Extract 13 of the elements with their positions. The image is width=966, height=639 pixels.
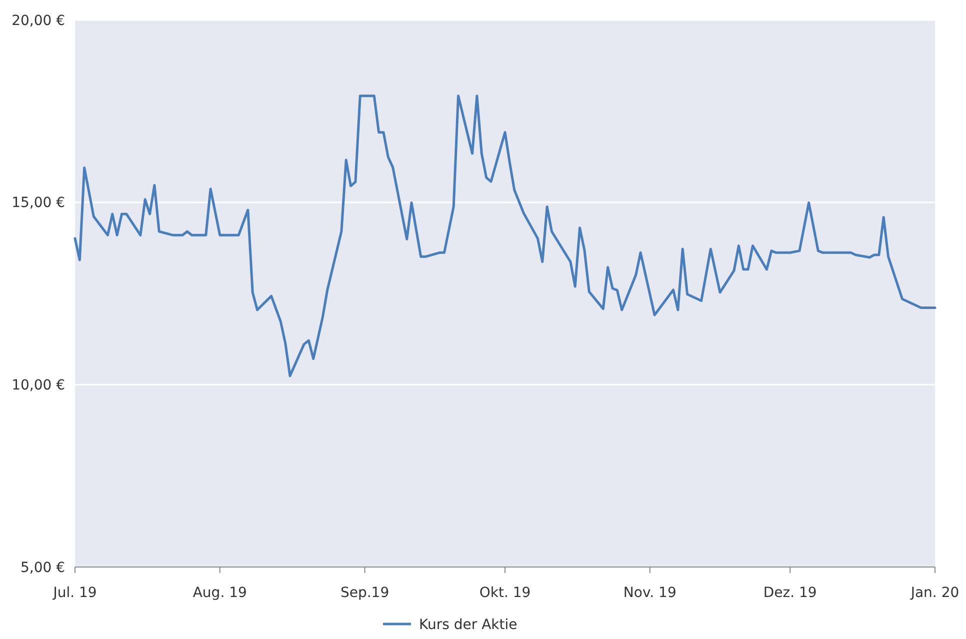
x-tick-label: Nov. 19 — [623, 585, 676, 601]
x-tick-label: Dez. 19 — [763, 585, 817, 601]
x-tick-label: Okt. 19 — [479, 585, 531, 601]
y-tick-label: 20,00 € — [12, 12, 65, 29]
y-tick-label: 5,00 € — [20, 560, 65, 576]
y-tick-label: 10,00 € — [12, 378, 65, 394]
x-tick-label: Aug. 19 — [192, 585, 247, 601]
y-tick-label: 15,00 € — [12, 195, 65, 212]
x-tick-label: Jan. 20 — [910, 585, 960, 601]
x-tick-label: Jul. 19 — [52, 585, 97, 601]
x-tick-label: Sep.19 — [340, 585, 390, 601]
legend-label: Kurs der Aktie — [419, 617, 518, 633]
line-series — [74, 94, 936, 378]
